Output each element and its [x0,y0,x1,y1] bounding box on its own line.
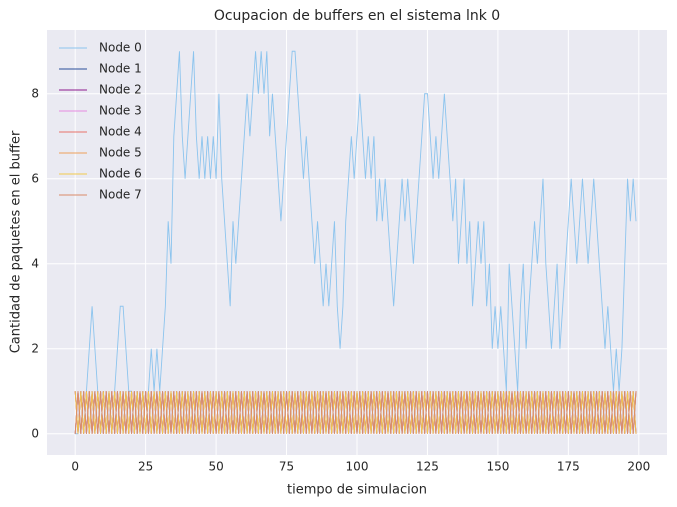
x-tick-label: 25 [138,460,153,474]
legend-label: Node 0 [99,41,142,55]
chart-title: Ocupacion de buffers en el sistema lnk 0 [214,8,500,24]
legend-label: Node 1 [99,62,142,76]
legend-label: Node 4 [99,125,142,139]
x-tick-label: 200 [627,460,650,474]
x-tick-label: 100 [346,460,369,474]
legend-label: Node 7 [99,188,142,202]
y-tick-label: 6 [31,171,39,185]
x-tick-label: 0 [71,460,79,474]
y-tick-label: 0 [31,426,39,440]
legend-label: Node 2 [99,83,142,97]
y-tick-label: 4 [31,256,39,270]
x-tick-label: 50 [208,460,223,474]
x-tick-label: 125 [416,460,439,474]
legend-label: Node 6 [99,167,142,181]
x-axis-label: tiempo de simulacion [287,483,427,498]
series-line [74,391,637,434]
y-tick-label: 2 [31,341,39,355]
legend-label: Node 3 [99,104,142,118]
x-tick-label: 150 [486,460,509,474]
legend-label: Node 5 [99,146,142,160]
x-tick-label: 75 [279,460,294,474]
legend: Node 0 Node 1 Node 2 Node 3 Node 4 Node 5 Node… [59,41,142,202]
y-tick-label: 8 [31,86,39,100]
y-axis-label: Cantidad de paquetes en el buffer [9,130,24,353]
x-tick-label: 175 [557,460,580,474]
series-line [75,50,637,435]
